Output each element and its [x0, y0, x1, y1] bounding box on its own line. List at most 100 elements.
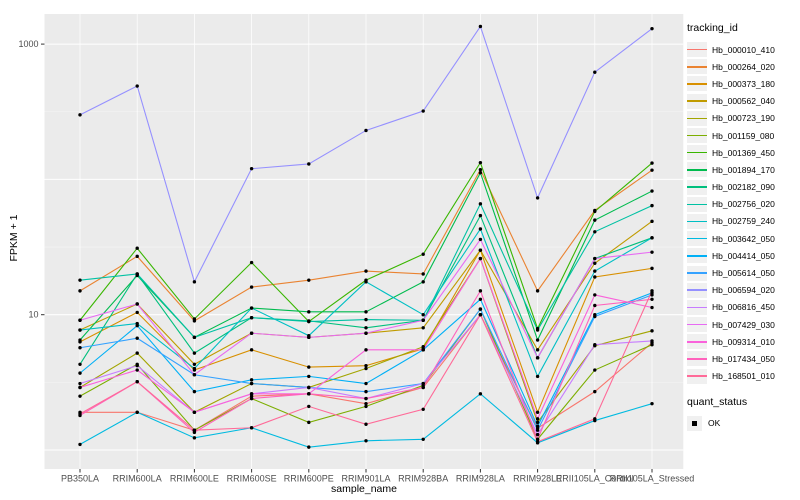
legend-item-Hb_000723_190: Hb_000723_190	[687, 110, 799, 127]
legend-item-label: Hb_168501_010	[712, 371, 775, 382]
data-point	[192, 366, 197, 371]
data-point	[535, 432, 540, 437]
data-point	[421, 272, 425, 276]
quant-legend-item: OK	[687, 415, 799, 432]
data-point	[78, 371, 82, 375]
legend-item-Hb_002182_090: Hb_002182_090	[687, 179, 799, 196]
legend-item-Hb_000264_020: Hb_000264_020	[687, 58, 799, 75]
data-point	[478, 297, 483, 301]
data-point	[593, 389, 597, 394]
data-point	[650, 250, 654, 254]
legend-item-Hb_007429_030: Hb_007429_030	[687, 316, 799, 333]
legend-item-label: Hb_003642_050	[712, 233, 775, 244]
data-point	[249, 348, 254, 352]
data-point	[593, 275, 597, 279]
data-point	[593, 417, 597, 421]
data-point	[364, 331, 368, 335]
data-point	[249, 378, 254, 382]
x-tick-label: RRII105LA_Stressed	[610, 474, 695, 484]
legend-line-swatch	[687, 237, 707, 240]
data-point	[650, 219, 654, 224]
legend-line-swatch	[687, 151, 707, 154]
legend-item-label: Hb_009314_010	[712, 336, 775, 347]
data-point	[364, 422, 368, 426]
data-point	[249, 331, 254, 335]
data-point	[192, 335, 197, 340]
data-point	[421, 252, 425, 256]
legend-item-label: Hb_004414_050	[712, 250, 775, 261]
legend-key	[687, 231, 707, 247]
data-point	[78, 278, 82, 282]
legend-item-Hb_001369_450: Hb_001369_450	[687, 144, 799, 161]
quant-ok-label: OK	[708, 418, 721, 429]
data-point	[535, 428, 540, 432]
data-point	[478, 313, 483, 317]
data-point	[192, 373, 197, 377]
data-point	[135, 302, 139, 306]
data-point	[78, 328, 82, 332]
data-point	[650, 329, 654, 333]
x-tick-label: RRIM600LE	[170, 474, 219, 484]
data-point	[135, 363, 139, 368]
legend-item-label: Hb_000373_180	[712, 78, 775, 89]
quant-legend-title: quant_status	[687, 395, 748, 408]
ok-square-point-icon	[692, 421, 697, 426]
data-point	[78, 412, 82, 416]
legend-item-Hb_000010_410: Hb_000010_410	[687, 41, 799, 58]
legend-item-Hb_000373_180: Hb_000373_180	[687, 75, 799, 92]
data-point	[78, 394, 82, 398]
data-point	[249, 396, 254, 401]
data-point	[364, 326, 368, 330]
data-point	[364, 280, 368, 284]
x-tick-label: RRIM600PE	[284, 474, 334, 484]
legend: tracking_id Hb_000010_410 Hb_000264_020 Hb…	[687, 22, 799, 432]
data-point	[478, 392, 483, 396]
data-point	[650, 266, 654, 271]
legend-item-Hb_168501_010: Hb_168501_010	[687, 368, 799, 385]
legend-line-swatch	[687, 134, 707, 137]
data-point	[478, 213, 483, 218]
legend-key	[687, 368, 707, 384]
data-point	[535, 437, 540, 441]
legend-key	[687, 317, 707, 333]
data-point	[78, 346, 82, 350]
data-point	[192, 389, 197, 394]
legend-item-label: Hb_002759_240	[712, 216, 775, 227]
data-point	[535, 289, 540, 293]
data-point	[478, 237, 483, 242]
data-point	[650, 343, 654, 347]
legend-key	[687, 128, 707, 144]
legend-key	[687, 76, 707, 92]
x-tick-label: RRIM928LE	[513, 474, 562, 484]
legend-line-swatch	[687, 358, 707, 360]
legend-line-swatch	[687, 100, 707, 102]
quant-legend: quant_status OK	[687, 396, 799, 432]
data-point	[535, 410, 540, 414]
data-point	[535, 196, 540, 200]
data-point	[307, 365, 311, 369]
data-point	[421, 437, 425, 441]
legend-line-swatch	[687, 83, 707, 85]
data-point	[78, 318, 82, 322]
data-point	[78, 385, 82, 390]
legend-key	[687, 162, 707, 178]
plot-panel	[44, 14, 684, 469]
data-point	[192, 317, 197, 321]
data-point	[650, 203, 654, 208]
legend-item-Hb_000562_040: Hb_000562_040	[687, 93, 799, 110]
data-point	[78, 113, 82, 117]
legend-item-label: Hb_007429_030	[712, 319, 775, 330]
data-point	[364, 310, 368, 314]
data-point	[78, 362, 82, 366]
data-point	[650, 26, 654, 31]
x-tick-label: RRII105LA_Control	[556, 474, 634, 484]
data-point	[249, 381, 254, 386]
data-point	[192, 351, 197, 355]
data-point	[364, 269, 368, 273]
y-tick-label: 10	[28, 310, 38, 320]
quant-legend-key	[687, 415, 702, 431]
legend-line-swatch	[687, 289, 707, 291]
legend-line-swatch	[687, 323, 707, 326]
legend-item-Hb_006816_450: Hb_006816_450	[687, 299, 799, 316]
data-point	[192, 362, 197, 366]
